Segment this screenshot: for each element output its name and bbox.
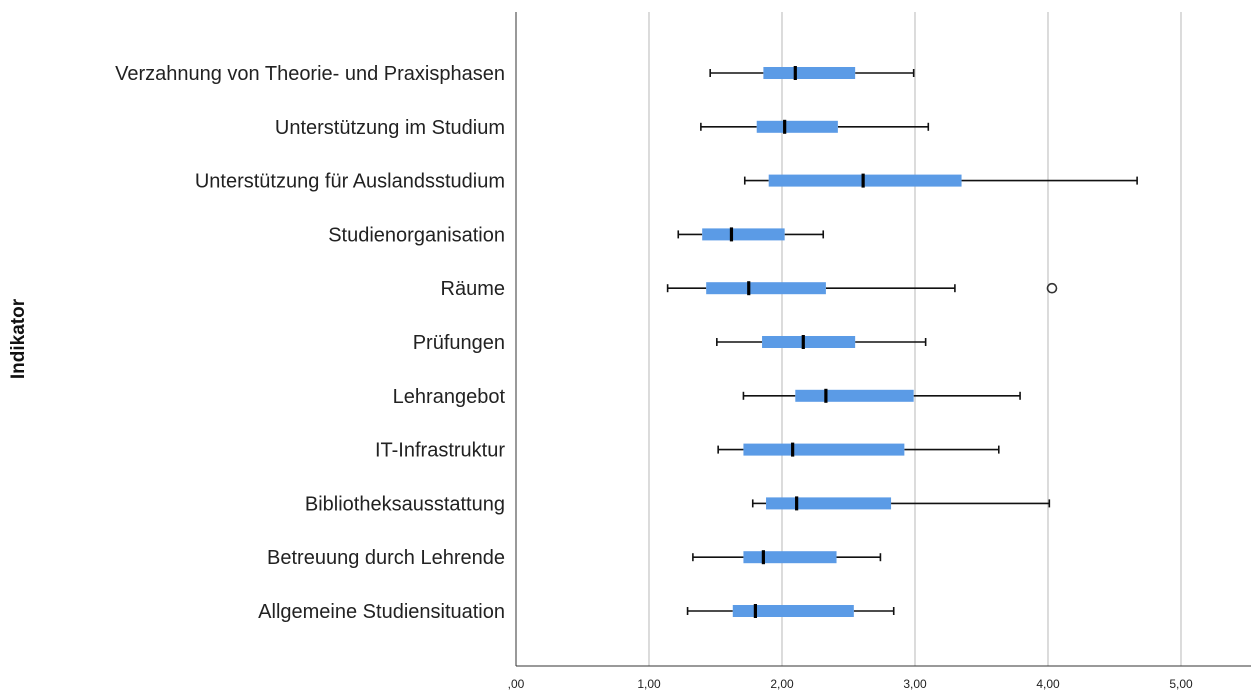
iqr-box [743, 551, 837, 564]
iqr-box [702, 228, 785, 241]
boxes [666, 66, 1138, 618]
box-row [666, 281, 1058, 296]
grid-lines [648, 12, 1182, 666]
x-tick-labels: ,00 1,00 2,00 3,00 4,00 5,00 [508, 677, 1193, 691]
x-tick-label: 2,00 [770, 677, 794, 691]
category-label: Lehrangebot [393, 386, 506, 408]
x-tick-label: 3,00 [903, 677, 927, 691]
category-label: Verzahnung von Theorie- und Praxisphasen [115, 63, 505, 85]
box-row [709, 66, 915, 80]
category-label: Studienorganisation [328, 224, 505, 246]
box-row [717, 442, 1000, 457]
iqr-box [768, 174, 962, 187]
box-row [716, 335, 927, 349]
x-tick-label: 1,00 [637, 677, 661, 691]
box-row [751, 496, 1051, 511]
iqr-box [766, 497, 892, 510]
x-tick-label: 5,00 [1169, 677, 1193, 691]
y-axis-title: Indikator [8, 298, 29, 379]
category-label: Allgemeine Studiensituation [258, 601, 505, 623]
iqr-box [743, 443, 905, 456]
box-row [700, 119, 930, 134]
category-label: Unterstützung im Studium [275, 117, 505, 139]
iqr-box [706, 282, 826, 295]
x-tick-label: 4,00 [1036, 677, 1060, 691]
category-label: Räume [441, 278, 505, 300]
category-label: IT-Infrastruktur [375, 440, 505, 462]
box-row [743, 173, 1138, 188]
outlier-point [1046, 282, 1058, 294]
iqr-box [756, 120, 838, 133]
box-row [692, 550, 882, 565]
box-row [686, 604, 895, 618]
category-label: Prüfungen [413, 332, 505, 354]
iqr-box [762, 336, 856, 348]
box-row [677, 227, 825, 242]
category-label: Betreuung durch Lehrende [267, 547, 505, 569]
iqr-box [763, 67, 856, 79]
iqr-box [732, 605, 854, 617]
category-labels: Verzahnung von Theorie- und Praxisphasen… [115, 63, 505, 623]
category-label: Bibliotheksausstattung [305, 493, 505, 515]
iqr-box [795, 389, 914, 402]
x-tick-label: ,00 [508, 677, 525, 691]
box-row [742, 388, 1021, 403]
category-label: Unterstützung für Auslandsstudium [195, 171, 505, 193]
